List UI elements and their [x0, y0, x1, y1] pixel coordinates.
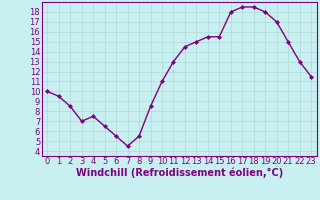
X-axis label: Windchill (Refroidissement éolien,°C): Windchill (Refroidissement éolien,°C) — [76, 168, 283, 178]
